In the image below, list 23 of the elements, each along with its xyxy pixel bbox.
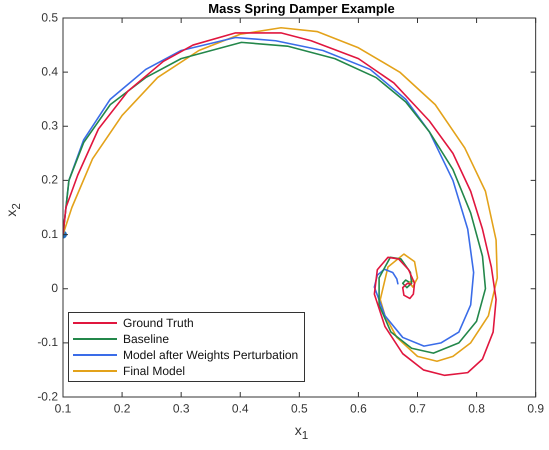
legend-label: Baseline xyxy=(123,332,170,346)
x-tick-label: 0.5 xyxy=(290,402,308,416)
y-tick-label: 0.5 xyxy=(41,10,58,24)
x-tick-label: 0.9 xyxy=(527,402,544,416)
y-tick-label: 0.1 xyxy=(41,226,58,241)
y-tick-label: 0.3 xyxy=(41,118,58,133)
chart-title: Mass Spring Damper Example xyxy=(207,1,396,16)
y-tick-label: 0.2 xyxy=(41,172,58,187)
legend-label: Ground Truth xyxy=(123,316,194,330)
y-tick-label: -0.1 xyxy=(37,335,58,350)
y-tick-label: -0.2 xyxy=(37,389,58,404)
x-axis-title: x$_{1}$ xyxy=(294,422,310,442)
x-tick-label: 0.2 xyxy=(114,402,131,416)
x-tick-label: 0.7 xyxy=(409,402,426,416)
y-tick-label: 0 xyxy=(51,281,58,296)
legend-label: Final Model xyxy=(123,364,186,378)
x-tick-label: 0.3 xyxy=(172,402,190,416)
legend-label: Model after Weights Perturbation xyxy=(123,348,298,362)
x-tick-label: 0.1 xyxy=(54,402,72,416)
y-tick-label: 0.4 xyxy=(41,64,58,78)
x-tick-label: 0.6 xyxy=(350,402,368,416)
x-tick-label: 0.4 xyxy=(232,402,249,416)
x-tick-label: 0.8 xyxy=(468,402,486,416)
